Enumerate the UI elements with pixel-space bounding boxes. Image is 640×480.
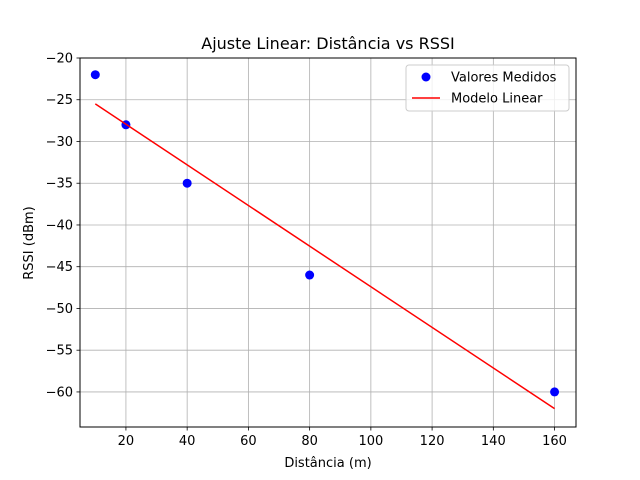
- x-axis-label: Distância (m): [284, 456, 371, 471]
- y-tick-label: −25: [46, 93, 73, 108]
- legend-label: Valores Medidos: [451, 71, 557, 86]
- x-tick-label: 100: [358, 434, 383, 449]
- y-axis-label: RSSI (dBm): [22, 206, 37, 279]
- marks: [90, 70, 560, 410]
- x-tick-label: 20: [118, 434, 135, 449]
- legend-label: Modelo Linear: [451, 92, 543, 107]
- data-point: [550, 387, 560, 397]
- fit-line: [94, 103, 555, 410]
- grid: [80, 57, 576, 427]
- y-tick-label: −40: [46, 218, 73, 233]
- y-tick-label: −35: [46, 177, 73, 192]
- x-tick-label: 60: [240, 434, 257, 449]
- plot-frame: [79, 57, 577, 428]
- x-tick-label: 120: [420, 434, 445, 449]
- x-tick-label: 80: [301, 434, 318, 449]
- legend-marker-swatch: [421, 72, 431, 82]
- y-tick-label: −55: [46, 344, 73, 359]
- x-tick-label: 160: [542, 434, 567, 449]
- legend-box: [405, 64, 570, 112]
- chart-title: Ajuste Linear: Distância vs RSSI: [201, 34, 454, 53]
- y-tick-label: −60: [46, 385, 73, 400]
- data-point: [90, 70, 100, 80]
- legend: Valores Medidos Modelo Linear: [405, 64, 570, 112]
- y-tick-label: −20: [46, 52, 73, 67]
- x-tick-label: 40: [179, 434, 196, 449]
- y-tick-label: −50: [46, 302, 73, 317]
- data-point: [182, 178, 192, 188]
- data-point: [305, 270, 315, 280]
- y-tick-label: −45: [46, 260, 73, 275]
- ticks: 20 40 60 80 100 120 140 160 −20 −25 −30 −35 −40 −45 −5…: [46, 52, 567, 450]
- y-tick-label: −30: [46, 135, 73, 150]
- x-tick-label: 140: [481, 434, 506, 449]
